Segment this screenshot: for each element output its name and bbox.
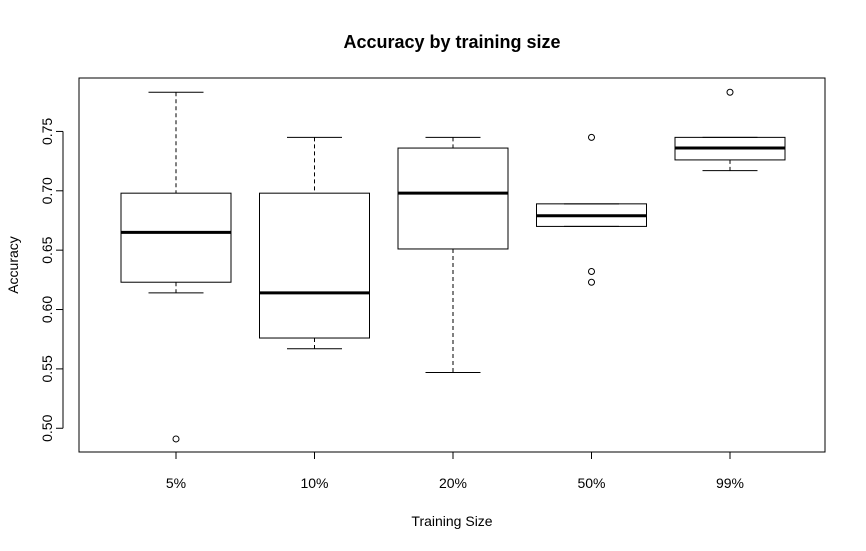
y-tick-label: 0.70 [39,177,55,204]
iqr-box [120,192,232,283]
y-axis-label: Accuracy [5,236,21,294]
x-axis-label: Training Size [411,513,492,529]
outlier-point [588,133,595,141]
y-axis: 0.50 0.55 0.60 0.65 0.70 0.75 [39,118,64,442]
y-tick-label: 0.60 [39,296,55,323]
box-3 [397,136,509,373]
iqr-box [397,147,509,250]
x-tick-label: 50% [577,475,605,491]
outlier-point [172,435,180,443]
x-tick-label: 20% [439,475,467,491]
x-tick-label: 5% [166,475,186,491]
y-tick-label: 0.75 [39,118,55,145]
plot-frame [78,77,826,453]
chart-title: Accuracy by training size [343,32,560,52]
outlier-point [726,88,734,96]
boxes [120,88,786,443]
box-2 [259,136,370,350]
x-tick-label: 10% [300,475,328,491]
box-1 [120,91,232,443]
box-4 [536,133,647,286]
y-tick-label: 0.65 [39,236,55,263]
y-tick-label: 0.55 [39,355,55,382]
box-5 [674,88,786,172]
outlier-point [588,278,595,286]
iqr-box [259,192,370,339]
outlier-point [588,268,595,276]
x-axis: 5% 10% 20% 50% 99% [166,451,744,491]
x-tick-label: 99% [716,475,744,491]
y-tick-label: 0.50 [39,414,55,441]
